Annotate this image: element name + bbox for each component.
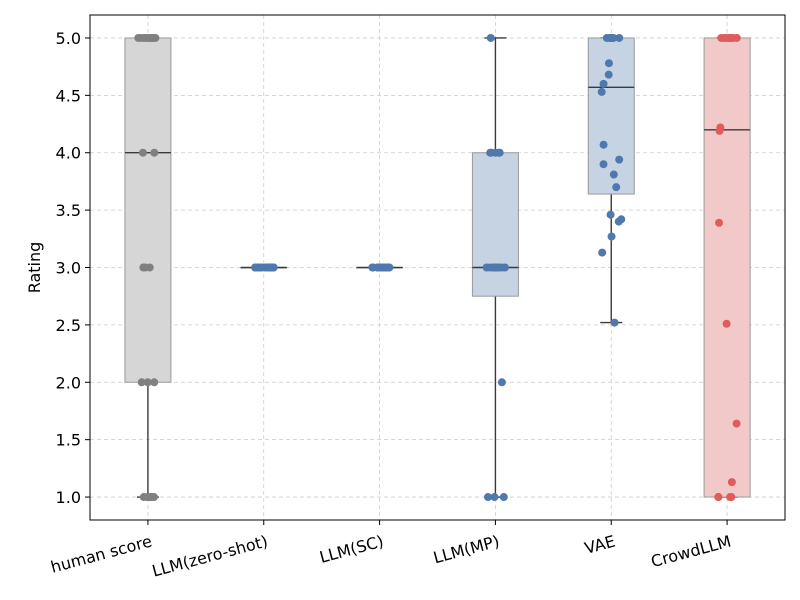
x-tick-label: LLM(zero-shot) bbox=[150, 532, 270, 581]
data-point bbox=[732, 419, 741, 428]
data-point bbox=[137, 378, 146, 387]
y-tick-label: 3.5 bbox=[56, 201, 81, 220]
data-point bbox=[599, 160, 608, 169]
x-tick-label: VAE bbox=[582, 532, 617, 558]
y-tick-label: 2.5 bbox=[56, 316, 81, 335]
y-axis-label: Rating bbox=[25, 242, 44, 294]
data-point bbox=[486, 33, 495, 42]
box bbox=[124, 37, 172, 383]
data-point bbox=[607, 33, 616, 42]
data-point bbox=[483, 493, 492, 502]
data-point bbox=[143, 378, 152, 387]
data-point bbox=[490, 493, 499, 502]
data-point bbox=[604, 70, 613, 79]
box bbox=[471, 152, 519, 297]
y-tick-label: 2.0 bbox=[56, 373, 81, 392]
data-point bbox=[715, 126, 724, 135]
data-point bbox=[610, 318, 619, 327]
data-point bbox=[615, 33, 624, 42]
y-tick-label: 4.5 bbox=[56, 86, 81, 105]
box-group bbox=[587, 37, 635, 324]
y-ticks: 1.0 1.5 2.0 2.5 3.0 3.5 4.0 4.5 5.0 bbox=[56, 29, 90, 507]
data-point bbox=[257, 263, 266, 272]
data-point bbox=[499, 493, 508, 502]
data-point bbox=[722, 319, 731, 328]
y-tick-label: 3.0 bbox=[56, 259, 81, 278]
x-tick-label: human score bbox=[49, 532, 154, 577]
box-group bbox=[124, 37, 172, 498]
data-point bbox=[150, 378, 159, 387]
data-point bbox=[150, 148, 159, 157]
data-point bbox=[494, 263, 503, 272]
x-tick-label: LLM(SC) bbox=[317, 532, 385, 567]
data-point bbox=[489, 263, 498, 272]
data-point bbox=[612, 183, 621, 192]
data-point bbox=[138, 148, 147, 157]
data-point bbox=[599, 79, 608, 88]
data-point bbox=[598, 248, 607, 257]
data-point bbox=[721, 33, 730, 42]
data-point bbox=[383, 263, 392, 272]
data-point bbox=[134, 33, 143, 42]
data-point bbox=[251, 263, 260, 272]
boxes bbox=[124, 37, 751, 498]
data-point bbox=[614, 217, 623, 226]
data-point bbox=[146, 33, 155, 42]
x-tick-label: CrowdLLM bbox=[649, 532, 733, 572]
data-point bbox=[609, 170, 618, 179]
data-point bbox=[599, 140, 608, 149]
y-tick-label: 1.0 bbox=[56, 488, 81, 507]
data-point bbox=[145, 493, 154, 502]
y-tick-label: 1.5 bbox=[56, 431, 81, 450]
data-point bbox=[727, 478, 736, 487]
data-point bbox=[497, 378, 506, 387]
box-group bbox=[703, 37, 751, 498]
data-point bbox=[139, 263, 148, 272]
data-point bbox=[615, 155, 624, 164]
y-tick-label: 5.0 bbox=[56, 29, 81, 48]
grid bbox=[90, 15, 785, 520]
data-point bbox=[715, 218, 724, 227]
data-point bbox=[491, 148, 500, 157]
data-point bbox=[726, 493, 735, 502]
data-point bbox=[606, 210, 615, 219]
data-point bbox=[714, 493, 723, 502]
data-point bbox=[604, 59, 613, 68]
y-tick-label: 4.0 bbox=[56, 144, 81, 163]
data-point bbox=[728, 33, 737, 42]
x-tick-label: LLM(MP) bbox=[431, 532, 501, 568]
data-point bbox=[597, 87, 606, 96]
data-point bbox=[607, 232, 616, 241]
data-point bbox=[265, 263, 274, 272]
box bbox=[703, 37, 751, 498]
points bbox=[134, 33, 741, 502]
